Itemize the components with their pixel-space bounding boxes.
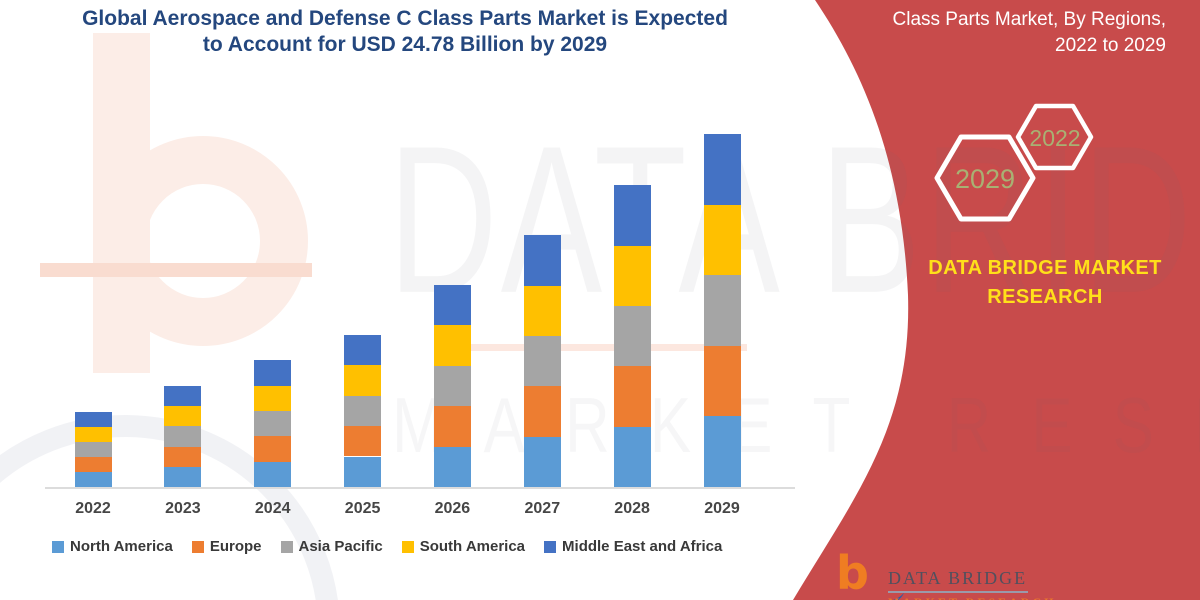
legend-item: Europe [191, 538, 262, 555]
legend-label: South America [419, 538, 526, 555]
footer-logo-name: DATA BRIDGE [888, 568, 1028, 588]
hexagon-2029 [934, 134, 1036, 222]
brand-text-line1: DATA BRIDGE MARKET [928, 257, 1162, 279]
legend-swatch-icon [544, 540, 557, 553]
footer-logo-subtext: MARKET RESEARCH [888, 595, 1056, 600]
banner-title: Class Parts Market, By Regions, 2022 to … [826, 7, 1166, 59]
legend-swatch-icon [280, 540, 293, 553]
red-banner-path [793, 0, 1200, 600]
watermark-bridge-band-2 [437, 344, 747, 351]
chart-legend: North America Europe Asia Pacific South Ame… [52, 538, 800, 555]
watermark-text-line1: DATA BRIDGE [388, 102, 1200, 338]
legend-swatch-icon [401, 540, 414, 553]
legend-swatch-icon [191, 540, 204, 553]
footer-logo-b-icon: b [836, 546, 869, 600]
legend-label: North America [70, 538, 173, 555]
legend-item: Middle East and Africa [544, 538, 722, 555]
legend-swatch-icon [52, 540, 64, 553]
legend-label: Middle East and Africa [562, 538, 723, 555]
page-title: Global Aerospace and Defense C Class Par… [55, 6, 755, 58]
hexagon-2029-label: 2029 [955, 164, 1015, 194]
page-title-line2: to Account for USD 24.78 Billion by 2029 [202, 33, 608, 56]
hexagon-badges: 2029 2022 [934, 103, 1094, 222]
hexagon-2022 [1015, 103, 1094, 171]
brand-text: DATA BRIDGE MARKET RESEARCH [890, 254, 1200, 312]
hexagon-2022-label: 2022 [1029, 125, 1080, 151]
legend-label: Europe [209, 538, 262, 555]
legend-label: Asia Pacific [298, 538, 383, 555]
brand-text-line2: RESEARCH [987, 286, 1103, 308]
legend-item: South America [401, 538, 526, 555]
page-title-line1: Global Aerospace and Defense C Class Par… [82, 7, 728, 30]
legend-item: Asia Pacific [280, 538, 383, 555]
banner-title-line1: Class Parts Market, By Regions, [892, 9, 1166, 30]
banner-title-line2: 2022 to 2029 [1055, 35, 1166, 56]
watermark-bridge-band [40, 263, 312, 277]
legend-item: North America [52, 538, 173, 555]
watermark-text-line2: MARKET RESEARCH [392, 383, 1200, 470]
footer-logo-underline [888, 591, 1028, 593]
